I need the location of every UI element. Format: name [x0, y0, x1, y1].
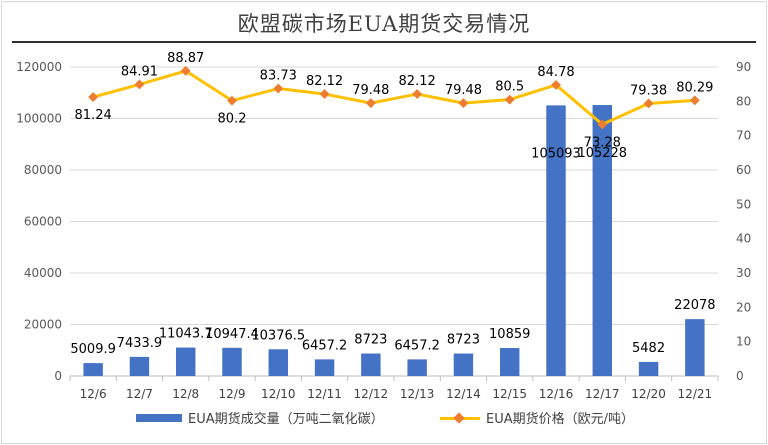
price-marker — [134, 79, 145, 90]
y-right-tick-label: 50 — [736, 197, 751, 211]
legend-label-volume: EUA期货成交量（万吨二氧化碳） — [188, 412, 384, 427]
x-tick-label: 12/16 — [539, 387, 574, 401]
chart-legend: EUA期货成交量（万吨二氧化碳） EUA期货价格（欧元/吨） — [0, 408, 768, 428]
bar-data-label: 5482 — [632, 341, 665, 356]
bar — [453, 353, 474, 376]
bar-data-label: 6457.2 — [394, 338, 440, 353]
bar — [499, 348, 520, 376]
y-left-tick-label: 100000 — [16, 112, 62, 126]
y-right-tick-label: 90 — [736, 60, 751, 74]
bar — [129, 356, 150, 376]
bar — [314, 359, 335, 376]
line-data-label: 80.2 — [218, 112, 247, 127]
x-tick-label: 12/17 — [585, 387, 620, 401]
y-right-tick-label: 60 — [736, 163, 751, 177]
line-data-label: 79.38 — [630, 83, 667, 98]
x-tick-label: 12/14 — [446, 387, 481, 401]
x-tick-label: 12/20 — [631, 387, 666, 401]
x-tick-label: 12/10 — [261, 387, 296, 401]
bar — [222, 347, 242, 376]
bar — [175, 347, 196, 376]
x-tick-label: 12/7 — [126, 387, 153, 401]
y-left-tick-label: 80000 — [24, 163, 62, 177]
bar-data-label: 8723 — [354, 333, 387, 348]
price-marker — [365, 98, 376, 109]
price-marker — [551, 79, 561, 90]
x-tick-label: 12/6 — [80, 387, 107, 401]
y-right-tick-label: 10 — [736, 335, 751, 349]
bar-data-label: 11043.7 — [159, 327, 213, 342]
bar — [638, 361, 659, 376]
bar — [361, 353, 381, 376]
price-marker — [227, 95, 237, 106]
legend-label-price: EUA期货价格（欧元/吨） — [486, 412, 635, 427]
legend-swatch-volume — [136, 413, 182, 422]
line-data-label: 73.28 — [584, 135, 621, 150]
price-marker — [689, 95, 700, 106]
bar-data-label: 10947.4 — [205, 327, 259, 342]
y-left-tick-label: 60000 — [24, 215, 62, 229]
bar-data-label: 8723 — [447, 333, 480, 348]
line-data-label: 80.5 — [495, 80, 524, 95]
y-right-tick-label: 0 — [736, 369, 744, 383]
y-left-tick-label: 40000 — [24, 266, 62, 280]
chart-title: 欧盟碳市场EUA期货交易情况 — [237, 12, 531, 36]
title-underline — [12, 41, 756, 43]
line-data-label: 79.48 — [352, 83, 389, 98]
bar-data-label: 22078 — [674, 298, 715, 313]
y-right-tick-label: 80 — [736, 94, 751, 108]
price-marker — [88, 92, 99, 103]
price-marker — [504, 94, 515, 105]
bar — [268, 349, 289, 376]
y-left-tick-label: 0 — [54, 369, 62, 383]
line-data-label: 82.12 — [306, 74, 343, 89]
bar-data-label: 10376.5 — [251, 328, 305, 343]
line-data-label: 79.48 — [445, 83, 482, 98]
legend-item-volume: EUA期货成交量（万吨二氧化碳） — [136, 408, 384, 427]
x-tick-label: 12/11 — [307, 387, 342, 401]
price-marker — [180, 65, 191, 76]
y-right-tick-label: 70 — [736, 129, 751, 143]
x-tick-label: 12/15 — [492, 387, 527, 401]
price-line — [92, 69, 695, 126]
bar-data-label: 10859 — [489, 327, 530, 342]
line-data-label: 83.73 — [260, 69, 297, 84]
bar-data-label: 7433.9 — [117, 336, 163, 351]
bar-data-label: 5009.9 — [70, 342, 116, 357]
price-marker — [643, 98, 654, 109]
x-tick-label: 12/21 — [678, 387, 713, 401]
legend-swatch-price — [440, 411, 480, 424]
line-data-label: 80.29 — [676, 80, 713, 95]
price-marker — [273, 83, 284, 94]
price-marker — [597, 119, 608, 130]
line-data-label: 84.91 — [121, 64, 158, 79]
line-data-label: 88.87 — [167, 51, 204, 66]
bar — [83, 363, 103, 376]
x-tick-label: 12/8 — [172, 387, 199, 401]
bar — [546, 105, 566, 376]
x-tick-label: 12/12 — [354, 387, 389, 401]
bar — [685, 319, 705, 376]
price-marker — [412, 89, 423, 100]
price-marker — [458, 98, 469, 109]
y-right-tick-label: 40 — [736, 232, 751, 246]
line-data-label: 84.78 — [537, 65, 574, 80]
legend-item-price: EUA期货价格（欧元/吨） — [440, 408, 634, 427]
bar-data-label: 105228 — [577, 146, 627, 161]
y-right-tick-label: 20 — [736, 300, 751, 314]
bar — [407, 359, 427, 376]
x-tick-label: 12/13 — [400, 387, 435, 401]
bar-data-label: 6457.2 — [302, 338, 348, 353]
y-left-tick-label: 20000 — [24, 318, 62, 332]
x-tick-label: 12/9 — [219, 387, 246, 401]
line-data-label: 81.24 — [75, 108, 112, 123]
y-right-tick-label: 30 — [736, 266, 751, 280]
y-left-tick-label: 120000 — [16, 60, 62, 74]
bar — [592, 105, 613, 376]
bar-data-label: 105093 — [531, 146, 581, 161]
price-marker — [319, 89, 330, 100]
line-data-label: 82.12 — [399, 74, 436, 89]
